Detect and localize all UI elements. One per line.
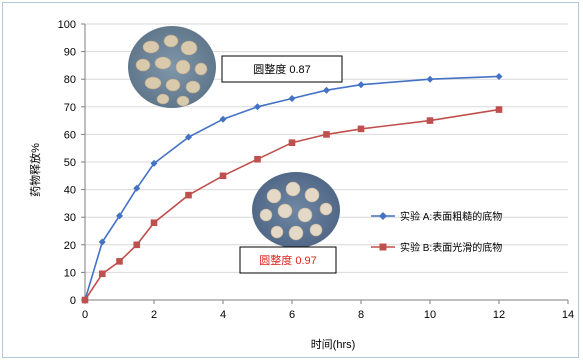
- point-1-3: [133, 241, 141, 249]
- y-tick-label-50: 50: [64, 157, 76, 169]
- legend-marker-a: [379, 212, 387, 220]
- legend-entry-a: 实验 A:表面粗糙的底物: [371, 210, 502, 223]
- point-1-11: [426, 117, 434, 124]
- y-tick-label-10: 10: [64, 267, 76, 279]
- particle-image-smooth: [252, 172, 340, 248]
- point-1-12: [495, 106, 503, 113]
- point-1-0: [81, 296, 89, 304]
- point-0-4: [150, 159, 158, 167]
- point-1-7: [254, 155, 261, 163]
- point-0-7: [254, 103, 261, 111]
- series-layer: [81, 72, 503, 304]
- y-tick-label-80: 80: [64, 74, 76, 86]
- legend-label-a: 实验 A:表面粗糙的底物: [400, 210, 502, 223]
- release-chart: 0 10 20 30 40 50 60 70 80 90 100 0 2 4 6 8 10 12 14: [28, 19, 574, 351]
- y-axis-title: 药物释放%: [28, 143, 42, 197]
- legend: 实验 A:表面粗糙的底物 实验 B:表面光滑的底物: [371, 210, 502, 254]
- annotation-text-a: 圆整度 0.87: [253, 62, 310, 76]
- point-0-1: [98, 238, 106, 246]
- x-axis-title: 时间(hrs): [311, 338, 356, 351]
- point-0-12: [495, 72, 503, 80]
- point-0-9: [323, 86, 330, 94]
- point-0-6: [219, 115, 227, 123]
- point-0-10: [357, 81, 365, 89]
- y-tick-label-0: 0: [70, 295, 76, 307]
- x-tick-label-12: 12: [493, 309, 505, 321]
- point-0-5: [185, 133, 192, 141]
- y-tick-label-90: 90: [64, 47, 76, 59]
- point-1-4: [150, 219, 158, 227]
- point-1-1: [98, 270, 106, 278]
- x-tick-label-8: 8: [358, 309, 364, 321]
- point-1-6: [219, 172, 227, 180]
- annotation-text-b: 圆整度 0.97: [259, 253, 316, 267]
- x-tick-label-10: 10: [424, 309, 436, 321]
- y-tick-label-70: 70: [64, 102, 76, 114]
- legend-marker-b: [379, 243, 387, 251]
- annotation-roundness-a: 圆整度 0.87: [221, 55, 343, 83]
- point-1-5: [185, 191, 192, 199]
- x-tick-label-0: 0: [82, 309, 88, 321]
- y-tick-label-40: 40: [64, 185, 76, 197]
- y-tick-label-20: 20: [64, 240, 76, 252]
- chart-frame: 0 10 20 30 40 50 60 70 80 90 100 0 2 4 6 8 10 12 14: [2, 2, 579, 358]
- point-0-2: [116, 212, 123, 220]
- point-0-8: [288, 95, 296, 103]
- axes-layer: 0 10 20 30 40 50 60 70 80 90 100 0 2 4 6 8 10 12 14: [58, 19, 574, 321]
- point-1-9: [323, 131, 330, 138]
- x-tick-label-4: 4: [220, 309, 226, 321]
- x-tick-label-14: 14: [562, 309, 574, 321]
- legend-label-b: 实验 B:表面光滑的底物: [400, 241, 502, 254]
- annotation-roundness-b: 圆整度 0.97: [239, 246, 337, 274]
- point-1-8: [288, 139, 296, 146]
- series-1: [81, 106, 503, 304]
- x-tick-label-6: 6: [289, 309, 295, 321]
- point-1-2: [116, 258, 123, 265]
- y-tick-label-100: 100: [58, 19, 76, 31]
- point-0-11: [426, 75, 434, 83]
- y-tick-label-60: 60: [64, 129, 76, 141]
- point-0-3: [133, 184, 141, 192]
- point-1-10: [357, 125, 365, 133]
- y-tick-label-30: 30: [64, 212, 76, 224]
- x-tick-label-2: 2: [151, 309, 157, 321]
- legend-entry-b: 实验 B:表面光滑的底物: [371, 241, 502, 254]
- particle-image-rough: [128, 26, 216, 108]
